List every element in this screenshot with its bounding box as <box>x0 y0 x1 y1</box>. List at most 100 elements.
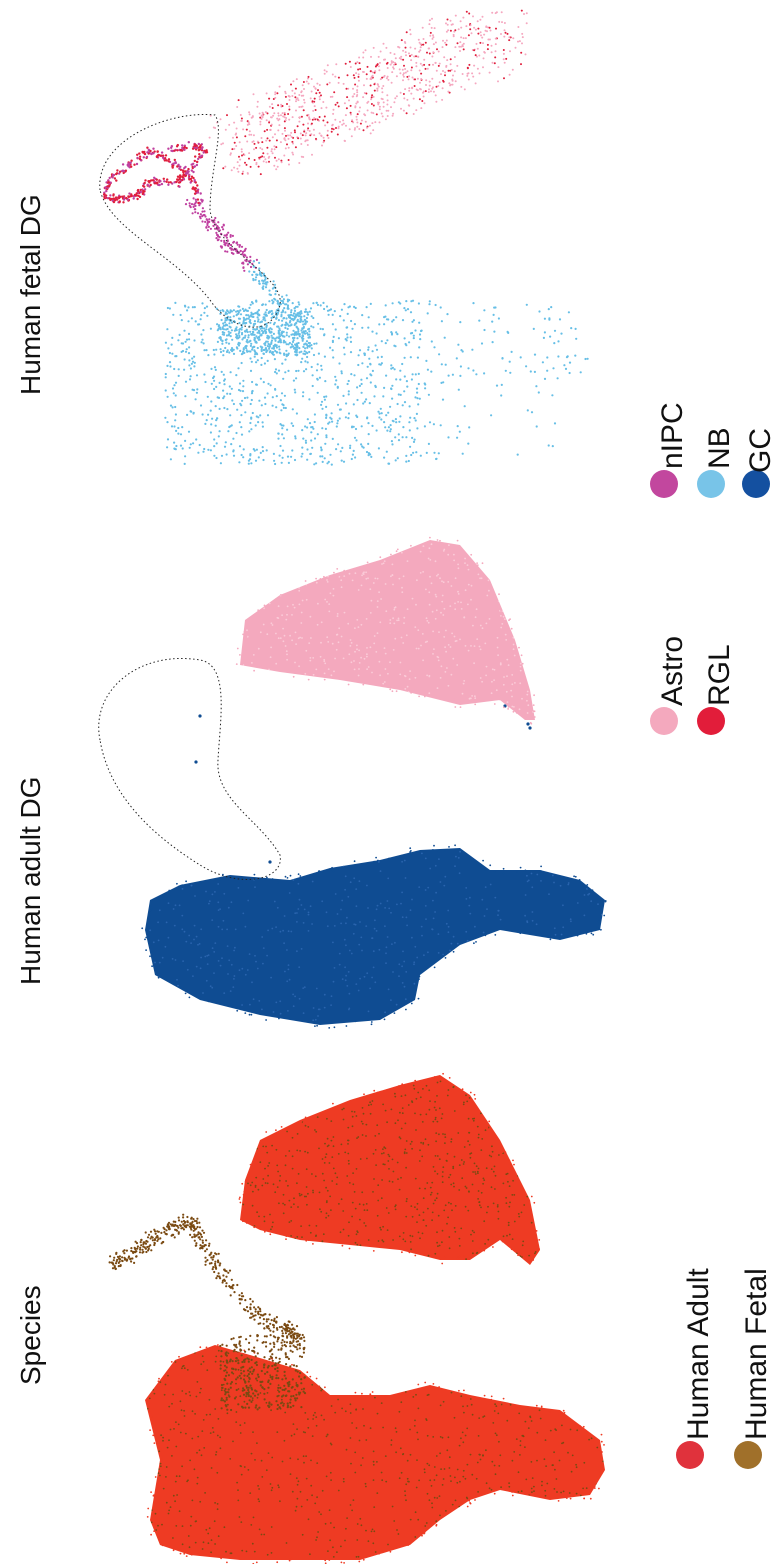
species-point <box>244 1350 247 1353</box>
adult-point <box>397 619 400 622</box>
species-point <box>428 1522 431 1525</box>
species-point <box>349 1240 352 1243</box>
species-point <box>463 1411 465 1414</box>
fetal-point <box>179 433 183 436</box>
species-point <box>414 1112 416 1115</box>
species-point <box>576 1429 579 1432</box>
fetal-point <box>377 410 380 413</box>
adult-point <box>372 950 375 953</box>
species-point <box>195 1234 198 1237</box>
adult-point <box>526 921 529 924</box>
species-point <box>318 1115 321 1118</box>
fetal-point <box>244 309 247 312</box>
fetal-point <box>254 312 257 315</box>
fetal-point <box>410 453 413 457</box>
species-point <box>307 1518 310 1521</box>
species-point <box>296 1348 299 1351</box>
species-point <box>291 1167 294 1170</box>
adult-point <box>468 697 471 700</box>
adult-point <box>468 558 471 560</box>
species-point <box>472 1252 474 1255</box>
species-point <box>217 1347 219 1349</box>
species-point <box>154 1476 157 1478</box>
species-point <box>153 1392 156 1395</box>
species-point <box>544 1489 547 1492</box>
fetal-point <box>216 323 219 326</box>
fetal-point <box>175 444 178 448</box>
adult-point <box>447 644 450 646</box>
adult-point <box>358 880 361 883</box>
species-point <box>281 1344 284 1347</box>
adult-point <box>405 1008 407 1011</box>
fetal-point <box>297 301 300 304</box>
fetal-point <box>232 402 235 406</box>
adult-point <box>345 944 347 947</box>
adult-point <box>372 966 375 969</box>
species-point <box>451 1503 454 1506</box>
species-point <box>394 1427 397 1430</box>
fetal-point <box>551 445 554 448</box>
species-point <box>300 1378 303 1381</box>
fetal-point <box>316 303 319 306</box>
adult-point <box>493 870 496 873</box>
adult-point <box>507 708 509 710</box>
fetal-point <box>292 379 295 382</box>
adult-point <box>462 682 465 685</box>
fetal-point <box>251 348 254 351</box>
species-point <box>231 1367 234 1370</box>
species-point <box>349 1403 352 1406</box>
species-point <box>473 1231 475 1234</box>
adult-point <box>526 712 529 714</box>
species-point <box>255 1377 258 1380</box>
species-point <box>237 1403 240 1406</box>
species-point <box>284 1325 288 1328</box>
species-point <box>406 1459 409 1462</box>
fetal-point <box>303 350 306 353</box>
adult-point <box>485 868 488 871</box>
species-point <box>223 1279 226 1282</box>
adult-point <box>217 883 220 885</box>
species-point <box>158 1377 160 1380</box>
fetal-point <box>245 314 248 317</box>
adult-point <box>274 601 276 603</box>
fetal-point <box>194 320 197 323</box>
species-point <box>293 1333 296 1336</box>
adult-point <box>548 893 550 896</box>
species-point <box>167 1374 169 1377</box>
fetal-point <box>166 446 169 449</box>
fetal-point <box>411 331 414 335</box>
species-point <box>288 1559 291 1562</box>
adult-point <box>190 942 193 944</box>
species-point <box>435 1109 437 1111</box>
adult-point <box>287 1010 289 1012</box>
adult-point <box>408 678 411 680</box>
species-point <box>511 1238 514 1240</box>
fetal-point <box>290 343 293 346</box>
adult-point <box>427 886 430 889</box>
species-point <box>307 1192 309 1195</box>
species-point <box>505 1196 507 1199</box>
adult-point <box>562 904 564 907</box>
species-point <box>139 1246 142 1249</box>
fetal-point <box>249 330 252 333</box>
adult-point <box>314 1018 317 1021</box>
fetal-point <box>483 309 486 312</box>
adult-point <box>591 889 594 892</box>
species-point <box>187 1356 190 1359</box>
adult-point <box>340 586 343 589</box>
species-point <box>163 1375 166 1378</box>
fetal-point <box>184 455 187 458</box>
species-point <box>492 1246 494 1248</box>
species-point <box>248 1367 251 1370</box>
adult-point <box>391 943 393 945</box>
adult-point <box>181 928 184 931</box>
fetal-point <box>268 300 271 303</box>
adult-sparse-points <box>194 704 532 864</box>
species-point <box>526 1195 529 1198</box>
species-point <box>533 1254 535 1257</box>
species-fetal-points <box>108 1213 307 1412</box>
fetal-point <box>224 250 227 253</box>
species-point <box>174 1500 177 1503</box>
fetal-point <box>405 380 408 383</box>
fetal-point <box>397 393 400 396</box>
